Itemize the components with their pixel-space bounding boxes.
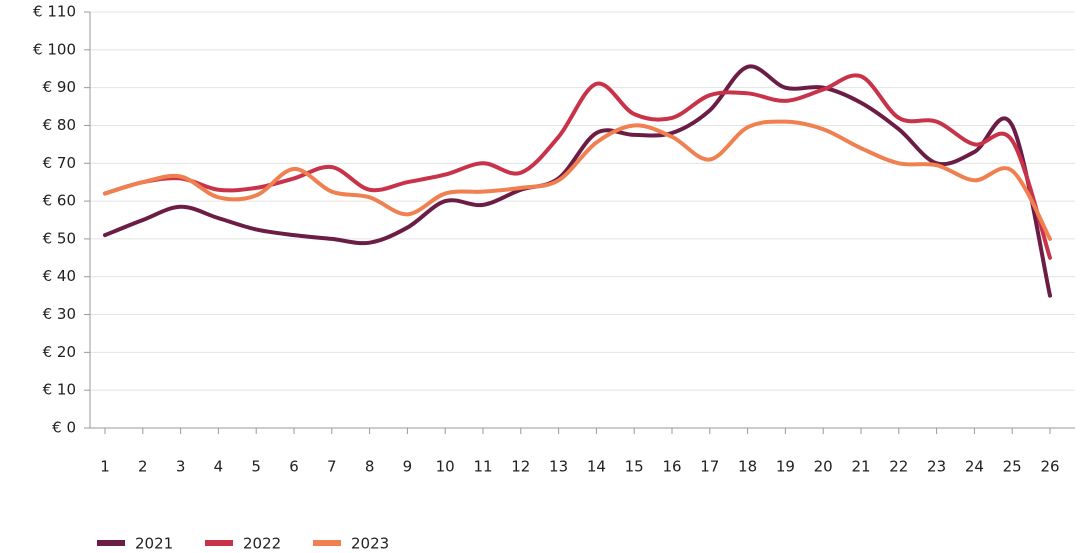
y-tick-label: € 60 xyxy=(43,192,76,210)
y-tick-label: € 90 xyxy=(43,78,76,96)
y-tick-label: € 20 xyxy=(43,343,76,361)
x-tick-label: 2 xyxy=(138,458,148,476)
series-line xyxy=(103,73,1052,260)
x-tick-label: 1 xyxy=(100,458,110,476)
y-tick-label: € 30 xyxy=(43,305,76,323)
x-tick-label: 14 xyxy=(587,458,606,476)
x-tick-label: 20 xyxy=(814,458,833,476)
x-tick-label: 24 xyxy=(965,458,984,476)
x-tick-label: 16 xyxy=(662,458,681,476)
x-tick-label: 15 xyxy=(625,458,644,476)
x-tick-label: 6 xyxy=(289,458,299,476)
x-tick-label: 13 xyxy=(549,458,568,476)
legend-swatch xyxy=(205,540,233,546)
y-tick-label: € 110 xyxy=(33,3,76,21)
x-tick-label: 8 xyxy=(365,458,375,476)
y-tick-label: € 0 xyxy=(52,419,76,437)
x-tick-label: 3 xyxy=(176,458,186,476)
x-tick-label: 25 xyxy=(1003,458,1022,476)
x-tick-label: 19 xyxy=(776,458,795,476)
legend-swatch xyxy=(97,540,125,546)
y-tick-label: € 40 xyxy=(43,267,76,285)
series-line xyxy=(103,64,1052,298)
x-tick-label: 22 xyxy=(889,458,908,476)
x-tick-label: 17 xyxy=(700,458,719,476)
x-tick-label: 21 xyxy=(851,458,870,476)
x-tick-label: 7 xyxy=(327,458,337,476)
legend-swatch xyxy=(313,540,341,546)
x-tick-label: 4 xyxy=(214,458,224,476)
series-line xyxy=(103,119,1052,241)
legend-label: 2023 xyxy=(351,535,389,553)
x-tick-label: 23 xyxy=(927,458,946,476)
x-tick-label: 11 xyxy=(473,458,492,476)
legend-label: 2021 xyxy=(135,535,173,553)
legend-label: 2022 xyxy=(243,535,281,553)
y-tick-label: € 10 xyxy=(43,381,76,399)
y-tick-label: € 70 xyxy=(43,154,76,172)
x-tick-label: 9 xyxy=(403,458,413,476)
x-tick-label: 26 xyxy=(1040,458,1059,476)
x-tick-label: 5 xyxy=(251,458,261,476)
x-tick-label: 12 xyxy=(511,458,530,476)
y-tick-label: € 80 xyxy=(43,116,76,134)
x-tick-label: 18 xyxy=(738,458,757,476)
y-tick-label: € 100 xyxy=(33,40,76,58)
x-tick-label: 10 xyxy=(436,458,455,476)
y-tick-label: € 50 xyxy=(43,229,76,247)
